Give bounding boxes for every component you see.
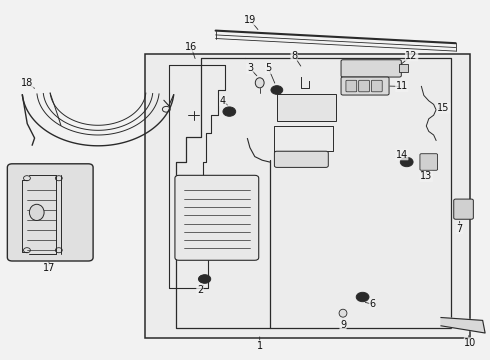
Text: 11: 11 bbox=[395, 81, 408, 91]
FancyBboxPatch shape bbox=[341, 60, 401, 77]
FancyBboxPatch shape bbox=[341, 77, 389, 95]
Circle shape bbox=[271, 86, 283, 94]
Text: 8: 8 bbox=[291, 51, 297, 61]
Circle shape bbox=[400, 157, 413, 167]
Text: 9: 9 bbox=[340, 320, 346, 330]
Text: 6: 6 bbox=[369, 299, 375, 309]
Text: 7: 7 bbox=[457, 224, 463, 234]
Text: 18: 18 bbox=[21, 78, 33, 88]
FancyBboxPatch shape bbox=[274, 151, 328, 167]
Text: 14: 14 bbox=[395, 150, 408, 160]
Text: 16: 16 bbox=[185, 42, 197, 52]
Text: 15: 15 bbox=[437, 103, 450, 113]
Text: 1: 1 bbox=[257, 341, 263, 351]
FancyBboxPatch shape bbox=[175, 175, 259, 260]
FancyBboxPatch shape bbox=[359, 80, 369, 92]
Text: 19: 19 bbox=[244, 15, 256, 25]
FancyBboxPatch shape bbox=[454, 199, 473, 219]
FancyBboxPatch shape bbox=[371, 80, 382, 92]
Circle shape bbox=[223, 107, 236, 116]
Circle shape bbox=[199, 275, 211, 283]
Bar bbox=[145, 54, 470, 338]
Text: 2: 2 bbox=[197, 285, 203, 295]
Ellipse shape bbox=[29, 204, 44, 220]
Polygon shape bbox=[441, 318, 485, 333]
Text: 12: 12 bbox=[405, 51, 418, 61]
FancyBboxPatch shape bbox=[346, 80, 357, 92]
Text: 10: 10 bbox=[465, 338, 476, 348]
Text: 17: 17 bbox=[43, 263, 55, 273]
Bar bbox=[277, 94, 336, 121]
Text: 4: 4 bbox=[220, 96, 226, 106]
Text: 5: 5 bbox=[266, 63, 271, 73]
Text: 13: 13 bbox=[420, 171, 433, 181]
Ellipse shape bbox=[255, 78, 264, 88]
Ellipse shape bbox=[339, 309, 347, 317]
Bar bbox=[399, 64, 408, 72]
Circle shape bbox=[356, 292, 369, 302]
Text: 3: 3 bbox=[247, 63, 253, 73]
FancyBboxPatch shape bbox=[420, 154, 438, 170]
FancyBboxPatch shape bbox=[7, 164, 93, 261]
